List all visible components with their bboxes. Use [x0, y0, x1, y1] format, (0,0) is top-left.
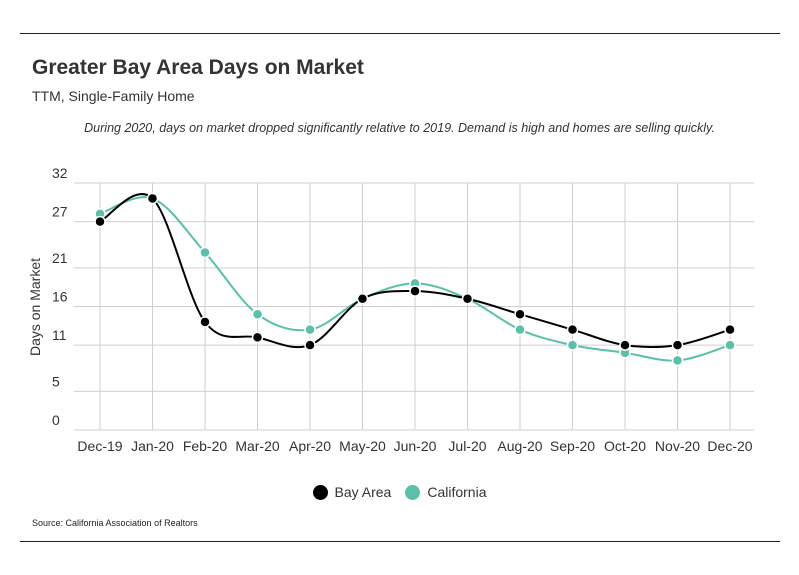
data-point-bay-area: [409, 285, 421, 297]
data-point-bay-area: [199, 316, 211, 328]
data-point-bay-area: [304, 339, 316, 351]
x-tick-label: Dec-19: [77, 438, 122, 454]
data-point-bay-area: [251, 331, 264, 344]
y-tick-label: 27: [52, 204, 68, 220]
legend: Bay Area California: [0, 484, 799, 500]
x-tick-label: Jul-20: [448, 438, 486, 454]
data-point-bay-area: [94, 215, 106, 228]
data-point-bay-area: [356, 293, 369, 305]
data-point-california: [304, 323, 316, 336]
x-tick-label: Feb-20: [183, 438, 228, 454]
data-point-bay-area: [671, 339, 684, 351]
legend-label-bay-area: Bay Area: [334, 484, 392, 500]
bottom-rule: [20, 541, 780, 542]
data-point-california: [671, 354, 684, 367]
data-point-bay-area: [566, 323, 579, 336]
data-point-bay-area: [619, 339, 631, 351]
data-point-bay-area: [514, 308, 526, 320]
x-tick-label: May-20: [339, 438, 386, 454]
y-tick-label: 21: [52, 250, 68, 266]
source-note: Source: California Association of Realto…: [32, 518, 198, 528]
chart-title: Greater Bay Area Days on Market: [32, 56, 364, 79]
y-tick-label: 16: [52, 289, 68, 305]
x-tick-label: Oct-20: [604, 438, 646, 454]
legend-swatch-california: [405, 484, 421, 500]
x-tick-label: Sep-20: [550, 438, 595, 454]
data-point-bay-area: [724, 323, 736, 336]
x-tick-label: Nov-20: [655, 438, 700, 454]
data-point-california: [514, 323, 526, 336]
x-tick-label: Jun-20: [394, 438, 437, 454]
legend-swatch-bay-area: [312, 484, 328, 500]
data-point-california: [251, 308, 264, 320]
y-tick-label: 0: [52, 412, 60, 428]
x-tick-label: Dec-20: [707, 438, 752, 454]
chart-subtitle: TTM, Single-Family Home: [32, 88, 195, 104]
legend-item-california: California: [405, 484, 486, 500]
legend-item-bay-area: Bay Area: [312, 484, 392, 500]
y-tick-label: 11: [52, 327, 67, 343]
y-tick-label: 5: [52, 373, 60, 389]
legend-label-california: California: [427, 484, 487, 500]
x-tick-label: Apr-20: [289, 438, 331, 454]
top-rule: [20, 33, 780, 34]
data-point-california: [566, 339, 579, 351]
data-point-california: [199, 246, 211, 259]
x-tick-label: Mar-20: [235, 438, 280, 454]
chart-note: During 2020, days on market dropped sign…: [84, 121, 715, 135]
data-point-california: [724, 339, 736, 351]
data-point-bay-area: [461, 293, 474, 305]
y-axis-title: Days on Market: [27, 258, 43, 356]
data-point-bay-area: [146, 192, 159, 205]
x-tick-label: Aug-20: [497, 438, 542, 454]
y-tick-label: 32: [52, 165, 68, 181]
x-tick-label: Jan-20: [131, 438, 174, 454]
